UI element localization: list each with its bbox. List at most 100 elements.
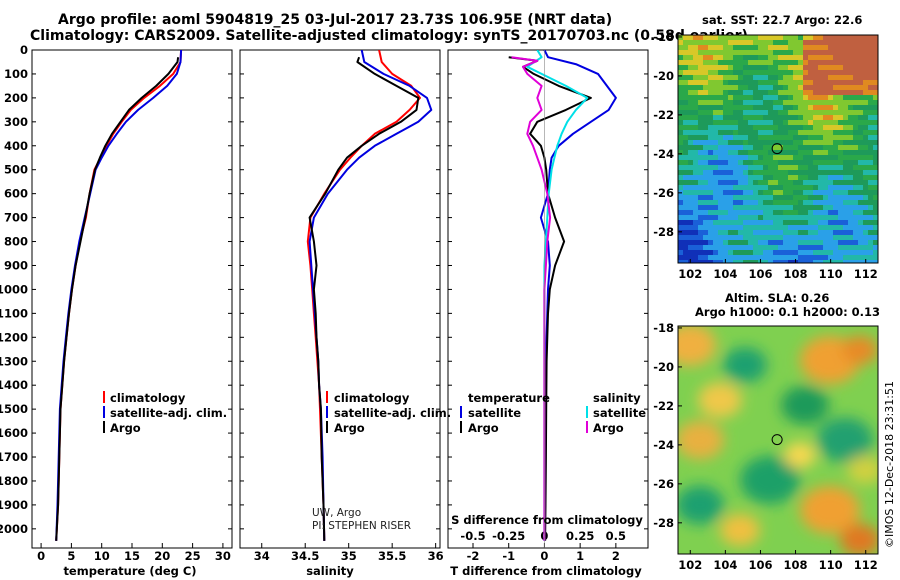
sst-pixel <box>853 55 858 60</box>
sst-pixel <box>813 145 818 150</box>
sst-pixel <box>843 210 848 215</box>
sst-pixel <box>803 205 808 210</box>
sst-pixel <box>808 155 813 160</box>
sst-pixel <box>703 155 708 160</box>
sst-pixel <box>688 45 693 50</box>
sst-pixel <box>828 60 833 65</box>
sst-pixel <box>843 255 848 260</box>
sst-pixel <box>678 215 683 220</box>
sst-pixel <box>693 180 698 185</box>
sst-pixel <box>698 185 703 190</box>
sst-pixel <box>793 195 798 200</box>
lon-tick-label: 104 <box>713 558 737 572</box>
sst-pixel <box>713 35 718 40</box>
sst-pixel <box>683 155 688 160</box>
sst-pixel <box>793 155 798 160</box>
sst-pixel <box>858 125 863 130</box>
sst-pixel <box>728 200 733 205</box>
sst-pixel <box>748 45 753 50</box>
sst-pixel <box>793 65 798 70</box>
sst-pixel <box>693 160 698 165</box>
sst-pixel <box>773 110 778 115</box>
argo-position-marker <box>771 143 783 155</box>
sst-pixel <box>833 75 838 80</box>
salinity-axis-label: salinity <box>306 564 354 578</box>
lon-tick-label: 108 <box>784 267 808 281</box>
sst-pixel <box>863 215 868 220</box>
sst-pixel <box>723 245 728 250</box>
sst-pixel <box>828 225 833 230</box>
temperature-plot-frame <box>31 49 233 549</box>
sst-pixel <box>853 135 858 140</box>
sst-pixel <box>788 80 793 85</box>
sst-pixel <box>843 225 848 230</box>
sst-pixel <box>678 40 683 45</box>
sst-pixel <box>793 80 798 85</box>
sst-pixel <box>753 255 758 260</box>
sst-pixel <box>723 220 728 225</box>
sst-pixel <box>678 145 683 150</box>
sst-pixel <box>703 110 708 115</box>
sst-pixel <box>818 220 823 225</box>
sst-pixel <box>873 70 878 75</box>
sst-pixel <box>838 65 843 70</box>
sst-pixel <box>678 35 683 40</box>
sst-pixel <box>823 145 828 150</box>
sst-pixel <box>753 75 758 80</box>
sst-pixel <box>738 125 743 130</box>
sst-pixel <box>723 200 728 205</box>
sst-pixel <box>763 150 768 155</box>
sst-pixel <box>698 250 703 255</box>
sst-pixel <box>723 130 728 135</box>
sst-pixel <box>733 165 738 170</box>
sst-pixel <box>708 145 713 150</box>
sst-pixel <box>683 35 688 40</box>
sst-pixel <box>788 230 793 235</box>
sst-pixel <box>768 185 773 190</box>
sst-pixel <box>828 120 833 125</box>
sst-pixel <box>758 40 763 45</box>
sst-pixel <box>763 60 768 65</box>
sst-pixel <box>843 130 848 135</box>
sst-pixel <box>788 250 793 255</box>
sst-pixel <box>728 250 733 255</box>
sst-pixel <box>793 85 798 90</box>
series-line-argo <box>55 57 180 541</box>
legend-label-climatology: climatology <box>110 391 186 405</box>
sst-pixel <box>768 190 773 195</box>
sst-pixel <box>853 240 858 245</box>
sst-pixel <box>763 125 768 130</box>
sst-pixel <box>743 75 748 80</box>
sst-pixel <box>688 240 693 245</box>
sst-pixel <box>733 45 738 50</box>
sst-pixel <box>743 50 748 55</box>
sst-pixel <box>733 115 738 120</box>
sst-pixel <box>848 230 853 235</box>
sst-pixel <box>728 85 733 90</box>
sst-pixel <box>803 240 808 245</box>
sst-pixel <box>708 120 713 125</box>
legend-salinity-title: salinity <box>593 391 641 405</box>
sst-pixel <box>788 200 793 205</box>
sst-pixel <box>798 45 803 50</box>
sst-pixel <box>803 190 808 195</box>
depth-tick-label: 900 <box>4 258 28 272</box>
sst-pixel <box>728 110 733 115</box>
sst-pixel <box>693 140 698 145</box>
sst-pixel <box>833 135 838 140</box>
sst-pixel <box>738 40 743 45</box>
difference-legend: temperature satellite Argo salinity sate… <box>460 391 646 435</box>
sst-pixel <box>853 220 858 225</box>
sst-pixel <box>868 205 873 210</box>
sst-pixel <box>813 230 818 235</box>
sst-pixel <box>798 100 803 105</box>
sst-pixel <box>743 155 748 160</box>
sst-pixel <box>688 125 693 130</box>
sst-pixel <box>763 180 768 185</box>
sst-pixel <box>873 215 878 220</box>
sst-pixel <box>718 65 723 70</box>
sst-pixel <box>678 225 683 230</box>
sst-pixel <box>718 165 723 170</box>
lat-tick-label: -28 <box>653 516 674 530</box>
sst-pixel <box>823 120 828 125</box>
